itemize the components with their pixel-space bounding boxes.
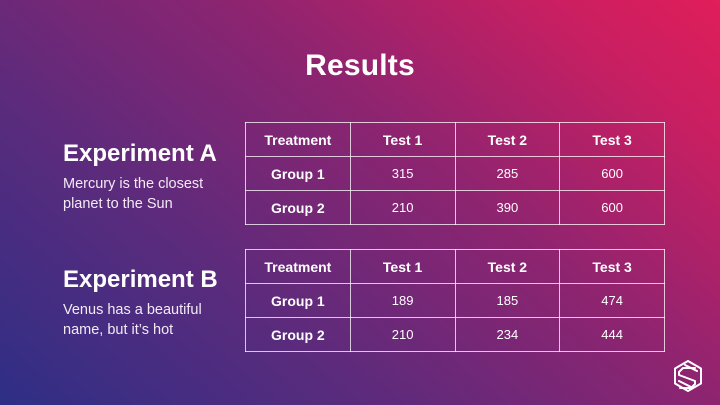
table-cell: 600 [559,156,665,191]
table-header-cell: Test 2 [454,249,561,284]
table-cell: 444 [559,317,665,352]
experiment-a-description: Mercury is the closest planet to the Sun [63,176,204,212]
table-header-cell: Test 1 [349,249,456,284]
table-row-label: Group 2 [245,317,351,352]
table-row-label: Group 2 [245,190,351,225]
table-header-cell: Test 3 [559,249,665,284]
table-cell: 189 [349,283,456,318]
experiment-a-heading: Experiment A [63,140,217,167]
experiment-a-block: Experiment A Mercury is the closest plan… [63,140,238,214]
experiment-a-table: Treatment Test 1 Test 2 Test 3 Group 1 3… [245,122,665,225]
table-cell: 600 [559,190,665,225]
table-row: Group 2 210 390 600 [245,190,665,225]
table-header-row: Treatment Test 1 Test 2 Test 3 [245,122,665,157]
slidesgo-s-logo-icon [674,360,702,392]
table-cell: 185 [454,283,561,318]
table-header-row: Treatment Test 1 Test 2 Test 3 [245,249,665,284]
table-cell: 210 [349,190,456,225]
table-row-label: Group 1 [245,283,351,318]
table-header-cell: Test 2 [454,122,561,157]
table-cell: 390 [454,190,561,225]
table-cell: 234 [454,317,561,352]
slide-title: Results [305,49,415,82]
table-cell: 285 [454,156,561,191]
table-row: Group 1 189 185 474 [245,283,665,318]
table-row-label: Group 1 [245,156,351,191]
experiment-b-heading: Experiment B [63,266,218,293]
table-cell: 474 [559,283,665,318]
table-row: Group 1 315 285 600 [245,156,665,191]
table-header-cell: Test 1 [349,122,456,157]
table-header-cell: Test 3 [559,122,665,157]
experiment-b-block: Experiment B Venus has a beautiful name,… [63,266,238,340]
table-header-cell: Treatment [245,122,351,157]
table-header-cell: Treatment [245,249,351,284]
table-row: Group 2 210 234 444 [245,317,665,352]
table-cell: 315 [349,156,456,191]
experiment-b-description: Venus has a beautiful name, but it’s hot [63,302,202,338]
table-cell: 210 [349,317,456,352]
experiment-b-table: Treatment Test 1 Test 2 Test 3 Group 1 1… [245,249,665,352]
